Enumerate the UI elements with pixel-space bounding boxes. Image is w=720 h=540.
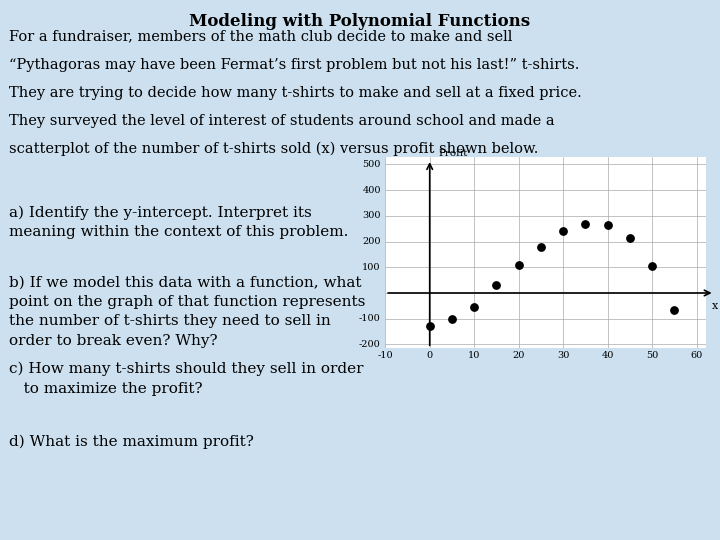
Point xyxy=(647,262,658,271)
Text: Profit: Profit xyxy=(438,149,468,158)
Text: “Pythagoras may have been Fermat’s first problem but not his last!” t-shirts.: “Pythagoras may have been Fermat’s first… xyxy=(9,58,580,72)
Text: They are trying to decide how many t-shirts to make and sell at a fixed price.: They are trying to decide how many t-shi… xyxy=(9,86,582,100)
Point xyxy=(669,306,680,314)
Text: 10: 10 xyxy=(468,351,480,360)
Point xyxy=(469,303,480,312)
Text: b) If we model this data with a function, what
point on the graph of that functi: b) If we model this data with a function… xyxy=(9,275,366,348)
Text: 50: 50 xyxy=(646,351,658,360)
Text: For a fundraiser, members of the math club decide to make and sell: For a fundraiser, members of the math cl… xyxy=(9,30,513,44)
Text: 100: 100 xyxy=(362,263,381,272)
Text: d) What is the maximum profit?: d) What is the maximum profit? xyxy=(9,435,254,449)
Point xyxy=(491,281,503,289)
Point xyxy=(535,242,546,251)
Text: -200: -200 xyxy=(359,340,381,349)
Text: 40: 40 xyxy=(601,351,614,360)
Text: 0: 0 xyxy=(427,351,433,360)
Point xyxy=(557,227,569,235)
Text: 500: 500 xyxy=(362,160,381,169)
Point xyxy=(602,220,613,229)
Text: x: x xyxy=(711,301,718,310)
Text: -10: -10 xyxy=(377,351,393,360)
Point xyxy=(424,322,436,330)
Text: 60: 60 xyxy=(690,351,703,360)
Text: 400: 400 xyxy=(362,186,381,194)
Text: They surveyed the level of interest of students around school and made a: They surveyed the level of interest of s… xyxy=(9,114,555,128)
Point xyxy=(446,314,458,323)
Text: a) Identify the y-intercept. Interpret its
meaning within the context of this pr: a) Identify the y-intercept. Interpret i… xyxy=(9,205,348,239)
Text: 200: 200 xyxy=(362,237,381,246)
Point xyxy=(580,219,591,228)
Point xyxy=(624,233,636,242)
Text: c) How many t-shirts should they sell in order
   to maximize the profit?: c) How many t-shirts should they sell in… xyxy=(9,362,364,396)
Text: 20: 20 xyxy=(513,351,525,360)
Text: Modeling with Polynomial Functions: Modeling with Polynomial Functions xyxy=(189,14,531,30)
Text: -100: -100 xyxy=(359,314,381,323)
Text: 30: 30 xyxy=(557,351,570,360)
Point xyxy=(513,260,524,269)
Text: scatterplot of the number of t-shirts sold (x) versus profit shown below.: scatterplot of the number of t-shirts so… xyxy=(9,142,539,157)
Text: 300: 300 xyxy=(362,211,381,220)
